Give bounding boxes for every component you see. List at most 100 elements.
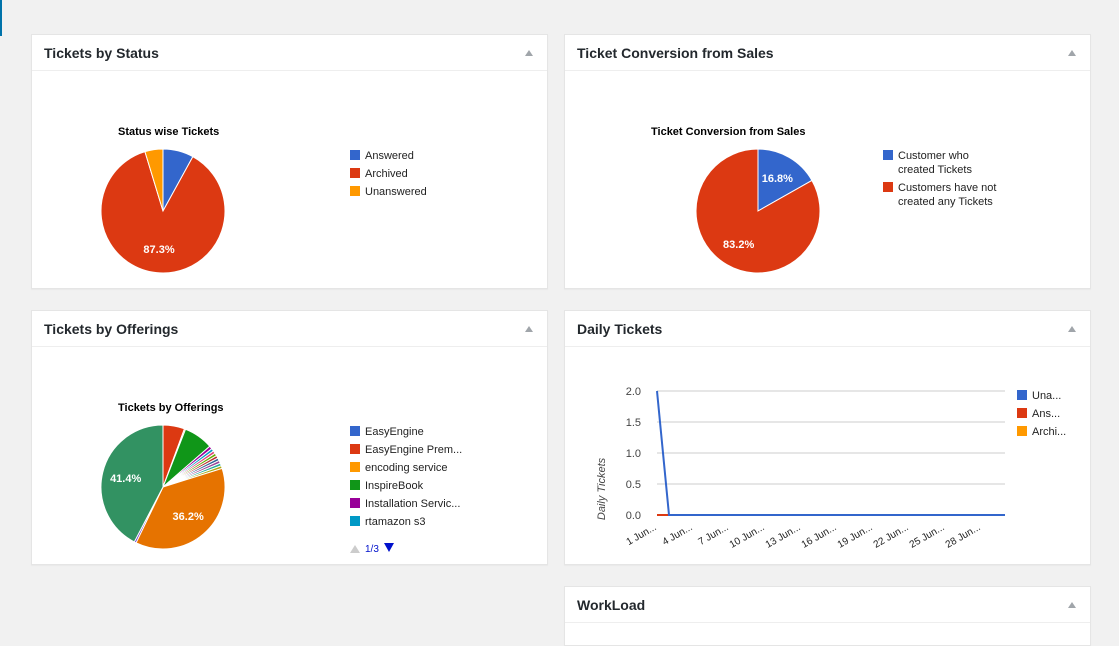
panel-body: Status wise Tickets 87.3% Answered Archiv…: [32, 71, 547, 289]
legend-entry-label: InspireBook: [365, 480, 424, 492]
x-tick-label: 28 Jun...: [944, 522, 983, 551]
pie-slice[interactable]: [695, 148, 821, 274]
panel-header[interactable]: Ticket Conversion from Sales: [565, 35, 1090, 71]
legend-entry-label: Answered: [365, 150, 414, 162]
x-tick-label: 10 Jun...: [728, 522, 767, 551]
slice-percent-label: 83.2%: [723, 239, 754, 251]
chart-title: Ticket Conversion from Sales: [651, 126, 805, 138]
tickets-by-status-panel: Tickets by Status Status wise Tickets 87…: [31, 34, 548, 289]
chart-title: Status wise Tickets: [118, 126, 219, 138]
legend-swatch: [350, 516, 360, 526]
chart-title: Tickets by Offerings: [118, 402, 224, 414]
legend-entry-label: Archived: [365, 168, 408, 180]
panel-body: Tickets by Offerings 36.2% 41.4% EasyEngi…: [32, 347, 547, 565]
pie-slices: 36.2% 41.4%: [100, 424, 226, 550]
legend-swatch: [350, 480, 360, 490]
chart-legend: EasyEngine EasyEngine Prem... encoding ser…: [350, 426, 462, 528]
pie-slices: 16.8% 83.2%: [695, 148, 821, 274]
x-tick-label: 19 Jun...: [836, 522, 875, 551]
collapse-toggle-icon[interactable]: [1068, 49, 1076, 56]
slice-percent-label: 36.2%: [173, 511, 204, 523]
pie-slice[interactable]: [100, 151, 226, 274]
y-tick-label: 0.5: [626, 479, 641, 491]
panel-title: Daily Tickets: [577, 320, 663, 337]
ticket-conversion-panel: Ticket Conversion from Sales Ticket Conv…: [564, 34, 1091, 289]
admin-menu-edge: [0, 0, 2, 36]
y-axis-label: Daily Tickets: [596, 457, 608, 520]
x-axis-ticks: 1 Jun... 4 Jun... 7 Jun...10 Jun...13 Jun.…: [625, 522, 983, 551]
chart-legend: Customer who created Tickets Customers hav…: [883, 150, 996, 208]
legend-swatch: [350, 498, 360, 508]
panel-body: 2.0 1.5 1.0 0.5 0.0 1 Jun... 4 Jun... 7 Jun...…: [565, 347, 1090, 565]
panel-title: Tickets by Status: [44, 44, 159, 61]
page-next-icon[interactable]: [384, 543, 394, 552]
legend-swatch: [350, 168, 360, 178]
legend-swatch: [350, 186, 360, 196]
collapse-toggle-icon[interactable]: [1068, 325, 1076, 332]
legend-entry-label: Customers have not: [898, 182, 996, 194]
legend-swatch: [1017, 390, 1027, 400]
legend-swatch: [350, 150, 360, 160]
page-prev-icon[interactable]: [350, 545, 360, 553]
x-tick-label: 1 Jun...: [625, 522, 659, 548]
x-tick-label: 16 Jun...: [800, 522, 839, 551]
legend-entry-label: Unanswered: [365, 186, 427, 198]
legend-pager: 1/3: [365, 544, 379, 555]
panel-header[interactable]: Tickets by Offerings: [32, 311, 547, 347]
collapse-toggle-icon[interactable]: [525, 325, 533, 332]
panel-header[interactable]: WorkLoad: [565, 587, 1090, 623]
y-tick-label: 1.5: [626, 417, 641, 429]
legend-swatch: [1017, 426, 1027, 436]
legend-swatch: [350, 444, 360, 454]
chart-legend: Una... Ans... Archi...: [1017, 390, 1066, 438]
legend-entry-label: rtamazon s3: [365, 516, 426, 528]
workload-panel: WorkLoad: [564, 586, 1091, 646]
pie-slice[interactable]: [135, 467, 226, 550]
legend-entry-label: Archi...: [1032, 426, 1066, 438]
legend-swatch: [1017, 408, 1027, 418]
pie-slice[interactable]: [757, 148, 813, 212]
collapse-toggle-icon[interactable]: [525, 49, 533, 56]
pie-slices: 87.3%: [100, 148, 226, 274]
legend-entry-label: EasyEngine Prem...: [365, 444, 462, 456]
panel-header[interactable]: Daily Tickets: [565, 311, 1090, 347]
panel-title: WorkLoad: [577, 596, 646, 613]
y-tick-label: 2.0: [626, 386, 641, 398]
offerings-pie-chart: Tickets by Offerings 36.2% 41.4% EasyEngi…: [100, 402, 462, 555]
collapse-toggle-icon[interactable]: [1068, 601, 1076, 608]
panel-title: Tickets by Offerings: [44, 320, 179, 337]
legend-entry-label: Ans...: [1032, 408, 1060, 420]
chart-series: [656, 390, 1005, 516]
chart-legend: Answered Archived Unanswered: [350, 150, 427, 198]
legend-swatch: [883, 182, 893, 192]
series-line[interactable]: [656, 390, 1005, 516]
legend-entry-label: Una...: [1032, 390, 1061, 402]
pie-slice[interactable]: [144, 148, 164, 212]
legend-swatch: [883, 150, 893, 160]
legend-entry-label: EasyEngine: [365, 426, 424, 438]
daily-line-chart: 2.0 1.5 1.0 0.5 0.0 1 Jun... 4 Jun... 7 Jun...…: [596, 386, 1066, 551]
x-tick-label: 4 Jun...: [661, 522, 695, 548]
panel-body: Ticket Conversion from Sales 16.8% 83.2% …: [565, 71, 1090, 289]
slice-percent-label: 16.8%: [762, 173, 793, 185]
conversion-pie-chart: Ticket Conversion from Sales 16.8%83.2% …: [651, 126, 996, 274]
legend-entry-label: created any Tickets: [898, 196, 993, 208]
legend-entry-label: encoding service: [365, 462, 448, 474]
y-tick-label: 1.0: [626, 448, 641, 460]
slice-percent-label: 87.3%: [143, 244, 174, 256]
legend-entry-label: Customer who: [898, 150, 969, 162]
x-tick-label: 22 Jun...: [872, 522, 911, 551]
x-tick-label: 13 Jun...: [764, 522, 803, 551]
panel-title: Ticket Conversion from Sales: [577, 44, 774, 61]
y-tick-label: 0.0: [626, 510, 641, 522]
pie-slice[interactable]: [100, 424, 164, 543]
legend-swatch: [350, 462, 360, 472]
chart-grid: 2.0 1.5 1.0 0.5 0.0: [626, 386, 1005, 522]
panel-header[interactable]: Tickets by Status: [32, 35, 547, 71]
legend-swatch: [350, 426, 360, 436]
slice-percent-label: 41.4%: [110, 473, 141, 485]
x-tick-label: 7 Jun...: [697, 522, 731, 548]
status-pie-chart: Status wise Tickets 87.3% Answered Archiv…: [100, 126, 427, 274]
tickets-by-offerings-panel: Tickets by Offerings Tickets by Offering…: [31, 310, 548, 565]
legend-entry-label: created Tickets: [898, 164, 972, 176]
